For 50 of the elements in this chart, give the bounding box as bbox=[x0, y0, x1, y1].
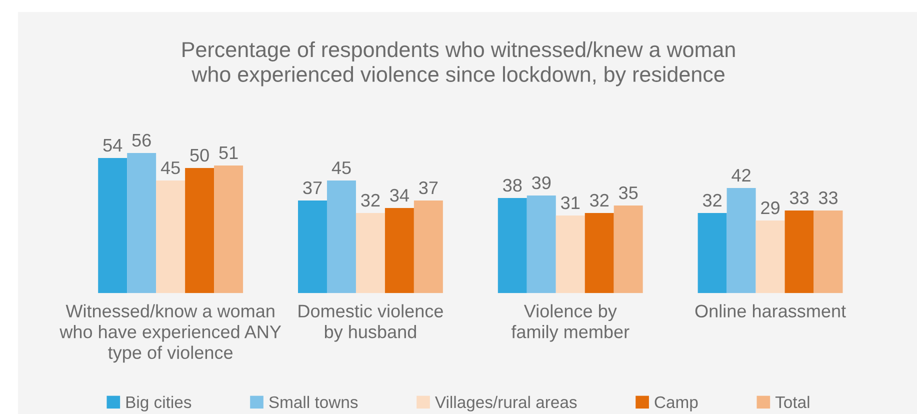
legend-label: Total bbox=[775, 396, 810, 408]
bar bbox=[556, 216, 585, 294]
bar bbox=[98, 158, 128, 294]
x-tick-label: Witnessed/know a woman who have experienced ANY type of violence bbox=[60, 304, 282, 363]
bar bbox=[298, 200, 327, 294]
data-label: 54 bbox=[103, 139, 122, 152]
bar bbox=[356, 213, 385, 294]
legend-label: Villages/rural areas bbox=[435, 396, 577, 412]
data-label: 29 bbox=[761, 201, 780, 214]
data-label: 34 bbox=[390, 188, 409, 202]
bar bbox=[784, 210, 814, 294]
legend-label: Big cities bbox=[126, 396, 192, 412]
data-label: 45 bbox=[160, 162, 180, 174]
bar bbox=[185, 168, 214, 294]
bar bbox=[698, 213, 727, 294]
bar bbox=[156, 180, 186, 294]
data-label: 39 bbox=[532, 176, 551, 190]
bar bbox=[326, 180, 356, 294]
data-label: 37 bbox=[419, 181, 438, 194]
data-label: 32 bbox=[702, 194, 722, 207]
data-label: 42 bbox=[732, 168, 750, 182]
data-label: 32 bbox=[361, 194, 380, 207]
x-tick-label: Violence by family member bbox=[511, 304, 630, 342]
chart-title: Percentage of respondents who witnessed/knew a woman who experienced violence since lockdown, by residence bbox=[182, 41, 735, 86]
data-label: 33 bbox=[818, 191, 838, 204]
data-label: 37 bbox=[303, 181, 322, 194]
bar bbox=[498, 198, 527, 294]
data-label: 33 bbox=[790, 191, 809, 204]
data-label: 50 bbox=[190, 148, 209, 162]
data-label: 38 bbox=[503, 178, 522, 192]
legend-label: Small towns bbox=[269, 396, 358, 408]
data-label: 51 bbox=[219, 146, 238, 160]
bar bbox=[384, 208, 414, 294]
bar bbox=[614, 206, 643, 294]
data-label: 31 bbox=[561, 196, 580, 210]
bar bbox=[414, 200, 443, 294]
bar bbox=[214, 166, 244, 294]
bar bbox=[127, 152, 156, 294]
x-tick-label: Online harassment bbox=[695, 304, 846, 318]
bar bbox=[584, 213, 614, 294]
bar bbox=[814, 210, 843, 294]
data-label: 32 bbox=[590, 194, 608, 207]
bar bbox=[526, 196, 556, 294]
x-tick-label: Domestic violence by husband bbox=[298, 304, 443, 342]
legend-label: Camp bbox=[654, 396, 698, 412]
data-label: 56 bbox=[132, 134, 151, 147]
data-label: 35 bbox=[618, 186, 638, 200]
data-label: 45 bbox=[332, 162, 351, 174]
bar bbox=[756, 220, 785, 294]
bar bbox=[726, 188, 756, 294]
